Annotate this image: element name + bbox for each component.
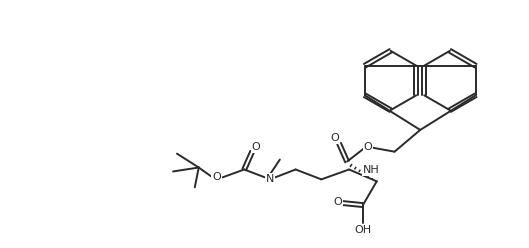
Text: OH: OH bbox=[354, 225, 371, 235]
Text: NH: NH bbox=[362, 165, 379, 176]
Text: O: O bbox=[212, 172, 221, 182]
Text: O: O bbox=[252, 142, 260, 152]
Text: O: O bbox=[331, 133, 340, 143]
Text: O: O bbox=[363, 142, 372, 152]
Text: O: O bbox=[334, 197, 343, 207]
Text: N: N bbox=[266, 174, 274, 184]
